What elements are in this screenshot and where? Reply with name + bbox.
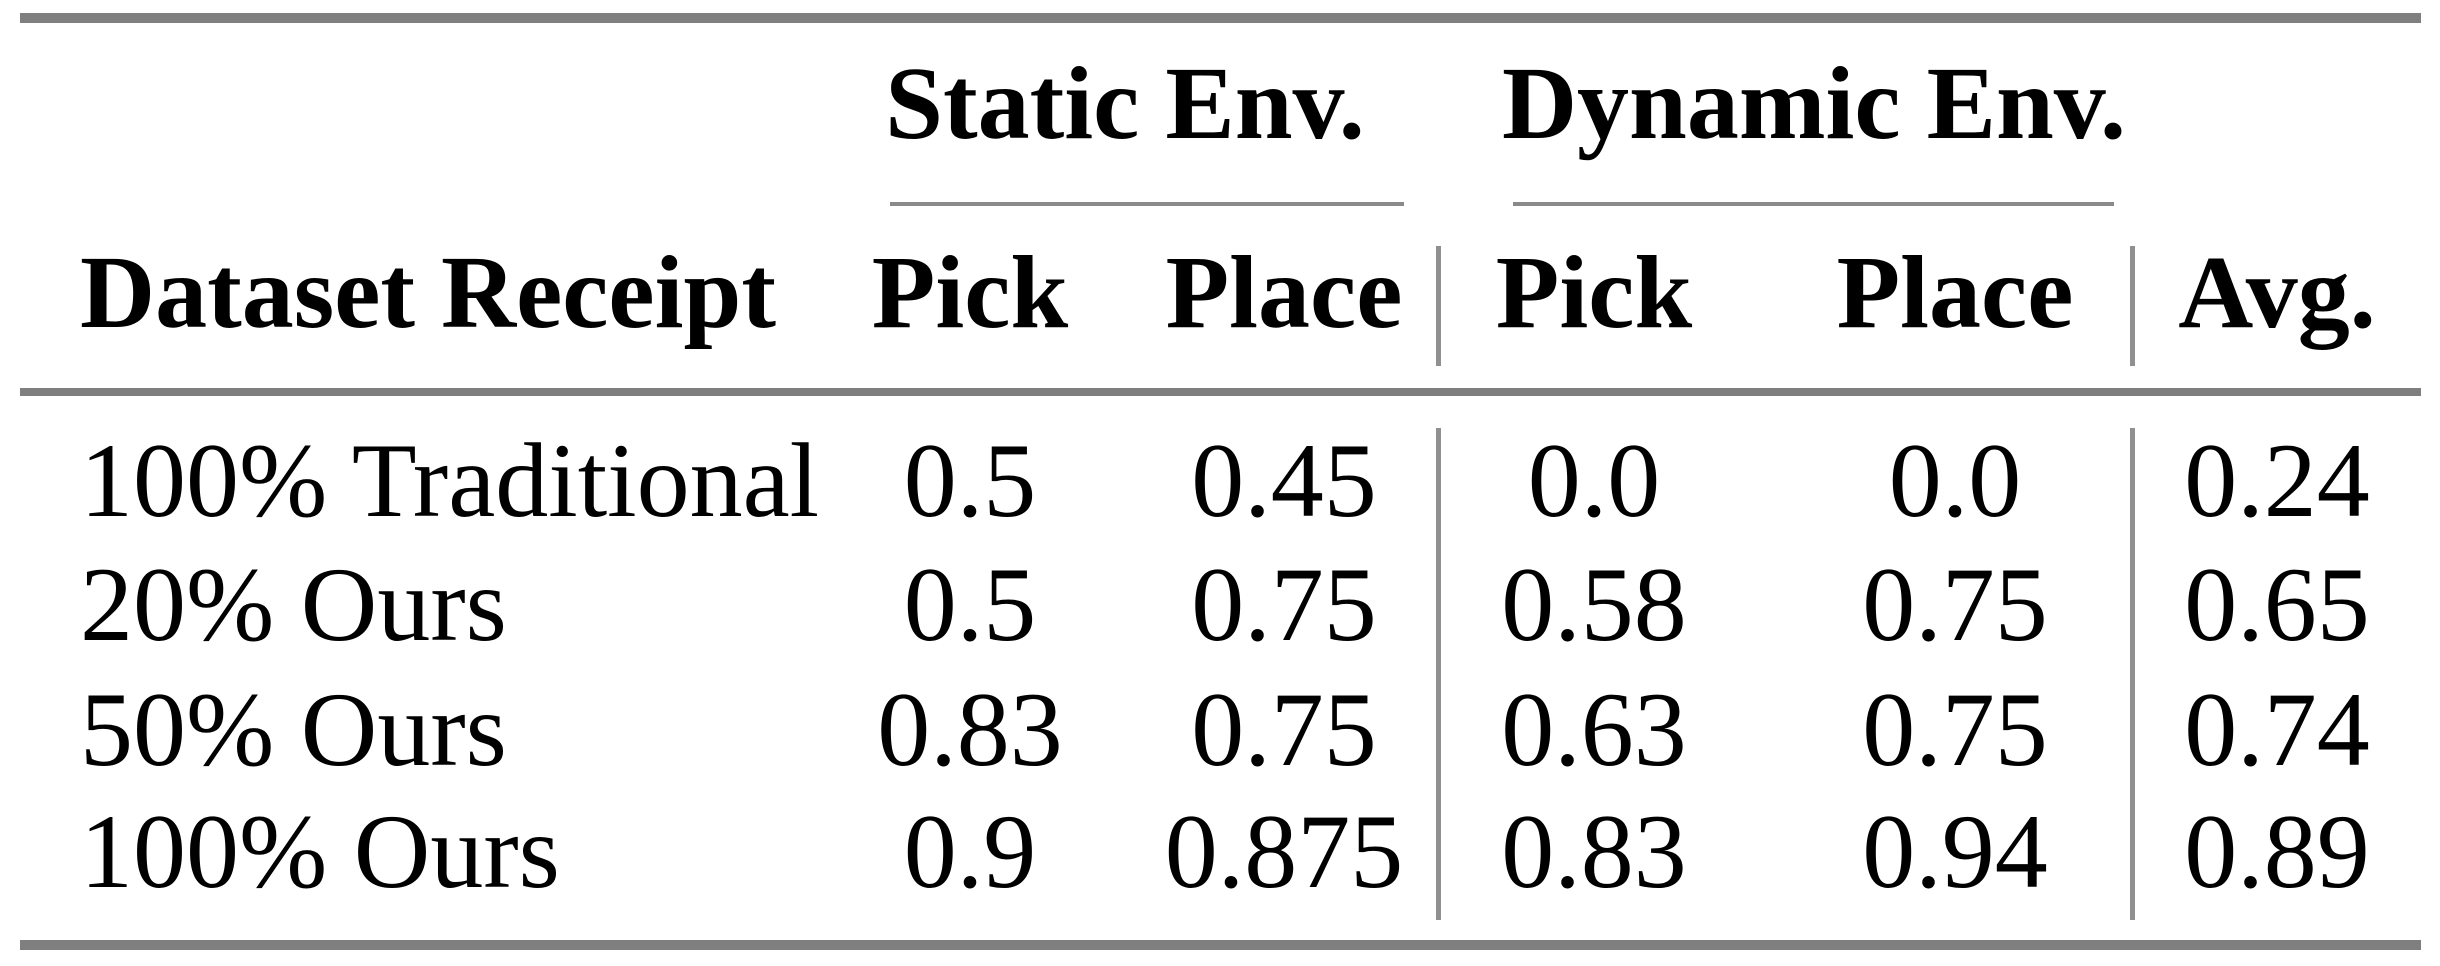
cmidrule-dynamic-env [1513, 202, 2114, 206]
cell-dynamic-place: 0.75 [1862, 671, 2048, 788]
row-label: 100% Ours [80, 793, 560, 910]
cell-dynamic-pick: 0.63 [1501, 671, 1687, 788]
table-header-rule [20, 388, 2421, 396]
cell-dynamic-pick: 0.0 [1527, 422, 1661, 539]
cell-avg: 0.24 [2184, 422, 2370, 539]
row-label: 50% Ours [80, 671, 507, 788]
cell-static-place: 0.75 [1191, 546, 1377, 663]
group-header-static-env: Static Env. [885, 46, 1365, 161]
table-bottom-rule [20, 940, 2421, 950]
cell-avg: 0.74 [2184, 671, 2370, 788]
header-vertical-separator-2 [2130, 246, 2135, 366]
body-vertical-separator-1 [1436, 428, 1441, 920]
cell-static-pick: 0.5 [903, 422, 1037, 539]
cell-dynamic-place: 0.94 [1862, 793, 2048, 910]
cell-dynamic-place: 0.75 [1862, 546, 2048, 663]
group-header-dynamic-env: Dynamic Env. [1501, 46, 2127, 161]
cell-static-place: 0.45 [1191, 422, 1377, 539]
cell-avg: 0.89 [2184, 793, 2370, 910]
cell-dynamic-pick: 0.58 [1501, 546, 1687, 663]
row-label: 20% Ours [80, 546, 507, 663]
column-header-static-pick: Pick [871, 235, 1069, 350]
cell-static-pick: 0.83 [877, 671, 1063, 788]
cell-static-place: 0.875 [1164, 793, 1404, 910]
cell-dynamic-place: 0.0 [1888, 422, 2022, 539]
row-label: 100% Traditional [80, 422, 820, 539]
cell-static-place: 0.75 [1191, 671, 1377, 788]
cell-avg: 0.65 [2184, 546, 2370, 663]
column-header-dynamic-place: Place [1836, 235, 2074, 350]
cell-static-pick: 0.5 [903, 546, 1037, 663]
cmidrule-static-env [890, 202, 1404, 206]
column-header-static-place: Place [1165, 235, 1403, 350]
cell-static-pick: 0.9 [903, 793, 1037, 910]
column-header-avg: Avg. [2178, 235, 2376, 350]
column-header-dataset-receipt: Dataset Receipt [80, 235, 776, 350]
body-vertical-separator-2 [2130, 428, 2135, 920]
column-header-dynamic-pick: Pick [1495, 235, 1693, 350]
table-top-rule [20, 13, 2421, 23]
header-vertical-separator-1 [1436, 246, 1441, 366]
cell-dynamic-pick: 0.83 [1501, 793, 1687, 910]
